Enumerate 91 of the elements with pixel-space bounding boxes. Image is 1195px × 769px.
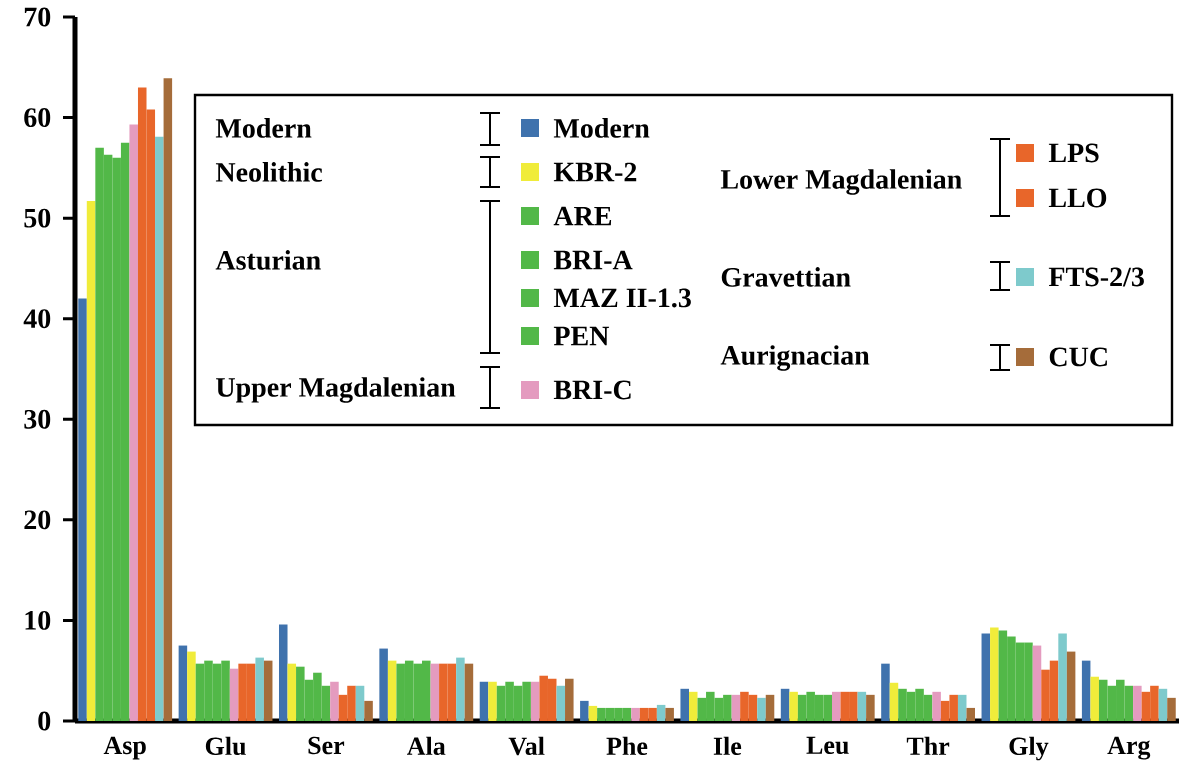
bar — [86, 201, 96, 721]
bar — [580, 700, 589, 721]
bar — [1167, 697, 1176, 721]
bar — [255, 657, 264, 721]
legend-label: PEN — [553, 326, 610, 346]
bar — [857, 691, 867, 721]
bar — [966, 707, 976, 721]
bar — [263, 660, 273, 721]
legend-label: ARE — [553, 206, 612, 226]
annotation: Aurignacian — [720, 345, 870, 371]
x-tick-label: Gly — [1009, 736, 1049, 761]
bar — [287, 663, 297, 721]
bar — [364, 700, 373, 721]
annotation: Neolithic — [215, 162, 323, 182]
bar — [680, 688, 689, 721]
x-tick-label: Asp — [103, 736, 146, 760]
bar — [932, 691, 941, 721]
bar — [479, 681, 489, 721]
bar — [229, 668, 239, 721]
bar — [456, 657, 465, 721]
bar — [757, 697, 766, 721]
bar — [957, 694, 967, 721]
x-tick-label: Leu — [806, 736, 849, 755]
annotation: Asturian — [215, 250, 321, 270]
y-tick-label: 0 — [38, 711, 51, 731]
bar — [889, 682, 899, 721]
bar — [981, 633, 991, 721]
bar — [464, 663, 474, 721]
annotation: Gravettian — [721, 267, 851, 287]
bar — [631, 707, 640, 721]
legend-label: CUC — [1049, 347, 1107, 367]
legend-label: LLO — [1048, 188, 1107, 208]
bar — [1090, 676, 1099, 721]
y-tick-label: 30 — [24, 409, 51, 429]
legend-label: MAZ II-1.3 — [553, 288, 691, 308]
bar — [656, 704, 666, 721]
bar — [1066, 651, 1076, 721]
legend-label: BRI-C — [553, 380, 631, 400]
x-tick-label: Ile — [713, 736, 742, 756]
y-tick-label: 70 — [24, 7, 51, 27]
bar — [488, 681, 497, 721]
bar — [731, 694, 741, 721]
x-tick-label: Thr — [906, 736, 950, 755]
bar — [530, 681, 540, 721]
bar — [831, 691, 841, 721]
bar — [279, 624, 288, 721]
bar — [588, 705, 598, 721]
x-tick-label: Ala — [407, 736, 446, 756]
legend-label: KBR-2 — [553, 162, 637, 182]
bar — [330, 681, 339, 721]
y-tick-label: 10 — [25, 610, 51, 630]
bar — [665, 707, 674, 721]
bar — [789, 691, 798, 721]
bar — [1158, 688, 1168, 721]
x-tick-label: Val — [508, 736, 545, 756]
bar — [187, 651, 196, 721]
bar — [556, 685, 566, 721]
x-tick-label: Glu — [205, 736, 246, 756]
bar — [355, 685, 365, 721]
bar — [881, 663, 890, 721]
x-tick-label: Arg — [1107, 736, 1151, 760]
bar — [155, 136, 164, 721]
y-tick-label: 20 — [24, 510, 51, 530]
legend-label: BRI-A — [553, 250, 633, 270]
x-tick-label: Ser — [308, 736, 345, 755]
bar — [379, 648, 388, 721]
bar — [565, 678, 574, 721]
legend-label: FTS-2/3 — [1048, 267, 1144, 287]
bar — [1032, 645, 1042, 721]
bar — [866, 694, 875, 721]
bar — [990, 627, 999, 721]
annotation: Modern — [215, 118, 312, 138]
legend-label: LPS — [1048, 143, 1099, 163]
bar — [1058, 633, 1067, 721]
legend-label: Modern — [553, 118, 650, 138]
bar — [688, 691, 698, 721]
bar — [765, 694, 775, 721]
bar — [178, 645, 188, 721]
x-tick-label: Phe — [606, 736, 648, 756]
y-tick-label: 60 — [24, 108, 51, 128]
bar — [387, 660, 397, 721]
y-tick-label: 50 — [24, 208, 51, 228]
annotation: Upper Magdalenian — [216, 377, 456, 403]
bar — [129, 124, 138, 721]
annotation: Lower Magdalenian — [720, 169, 962, 195]
bar — [1081, 660, 1091, 721]
bar — [1133, 685, 1142, 721]
y-tick-label: 40 — [23, 309, 51, 329]
bar — [163, 78, 173, 721]
bar — [780, 688, 790, 721]
bar — [430, 663, 440, 721]
